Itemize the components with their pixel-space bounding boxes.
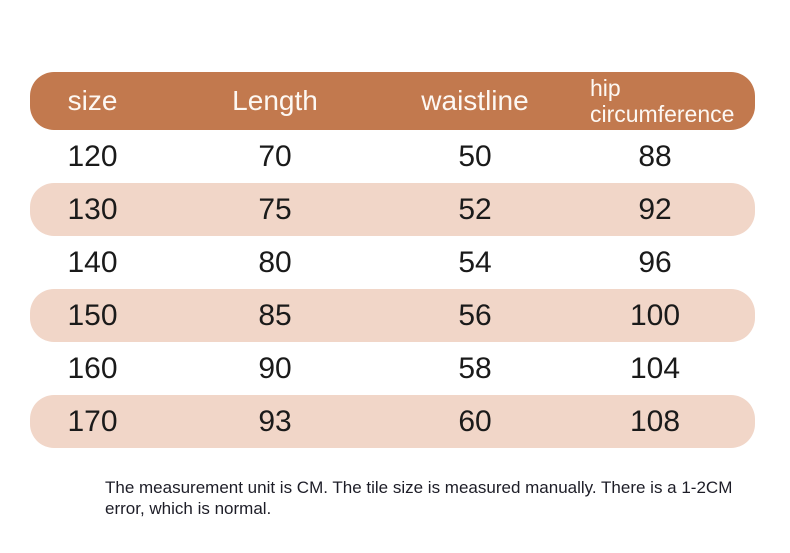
column-header-waistline: waistline	[421, 85, 529, 116]
column-header-hip-circumference: hip circumference	[590, 75, 735, 127]
table-cell: 90	[258, 351, 292, 385]
table-cell: 70	[258, 139, 292, 173]
table-cell: 140	[67, 245, 118, 279]
table-row: 160 90 58 104	[30, 342, 755, 395]
table-cell: 160	[67, 351, 118, 385]
measurement-note: The measurement unit is CM. The tile siz…	[105, 478, 733, 518]
table-cell: 93	[258, 404, 292, 438]
table-header-row: size Length waistline hip circumference	[30, 72, 755, 130]
table-cell: 170	[67, 404, 118, 438]
table-cell: 80	[258, 245, 292, 279]
table-cell: 150	[67, 298, 118, 332]
table-cell: 130	[67, 192, 118, 226]
table-cell: 54	[458, 245, 492, 279]
table-row: 150 85 56 100	[30, 289, 755, 342]
table-cell: 52	[458, 192, 492, 226]
table-cell: 75	[258, 192, 292, 226]
column-header-length: Length	[232, 85, 318, 116]
table-row: 130 75 52 92	[30, 183, 755, 236]
table-cell: 120	[67, 139, 118, 173]
table-cell: 100	[629, 298, 681, 332]
size-table: size Length waistline hip circumference …	[30, 72, 755, 448]
table-cell: 85	[258, 298, 292, 332]
column-header-size: size	[67, 85, 118, 116]
table-cell: 58	[458, 351, 492, 385]
table-cell: 96	[638, 245, 672, 279]
table-cell: 92	[638, 192, 672, 226]
table-row: 170 93 60 108	[30, 395, 755, 448]
table-cell: 60	[458, 404, 492, 438]
table-cell: 50	[458, 139, 492, 173]
table-body: 120 70 50 88 130 75 52 92 140 80 54 96 150 85 56 100 160…	[30, 130, 755, 448]
table-cell: 88	[638, 139, 672, 173]
table-cell: 56	[458, 298, 492, 332]
table-cell: 104	[629, 351, 681, 385]
table-row: 120 70 50 88	[30, 130, 755, 183]
table-row: 140 80 54 96	[30, 236, 755, 289]
table-cell: 108	[629, 404, 681, 438]
